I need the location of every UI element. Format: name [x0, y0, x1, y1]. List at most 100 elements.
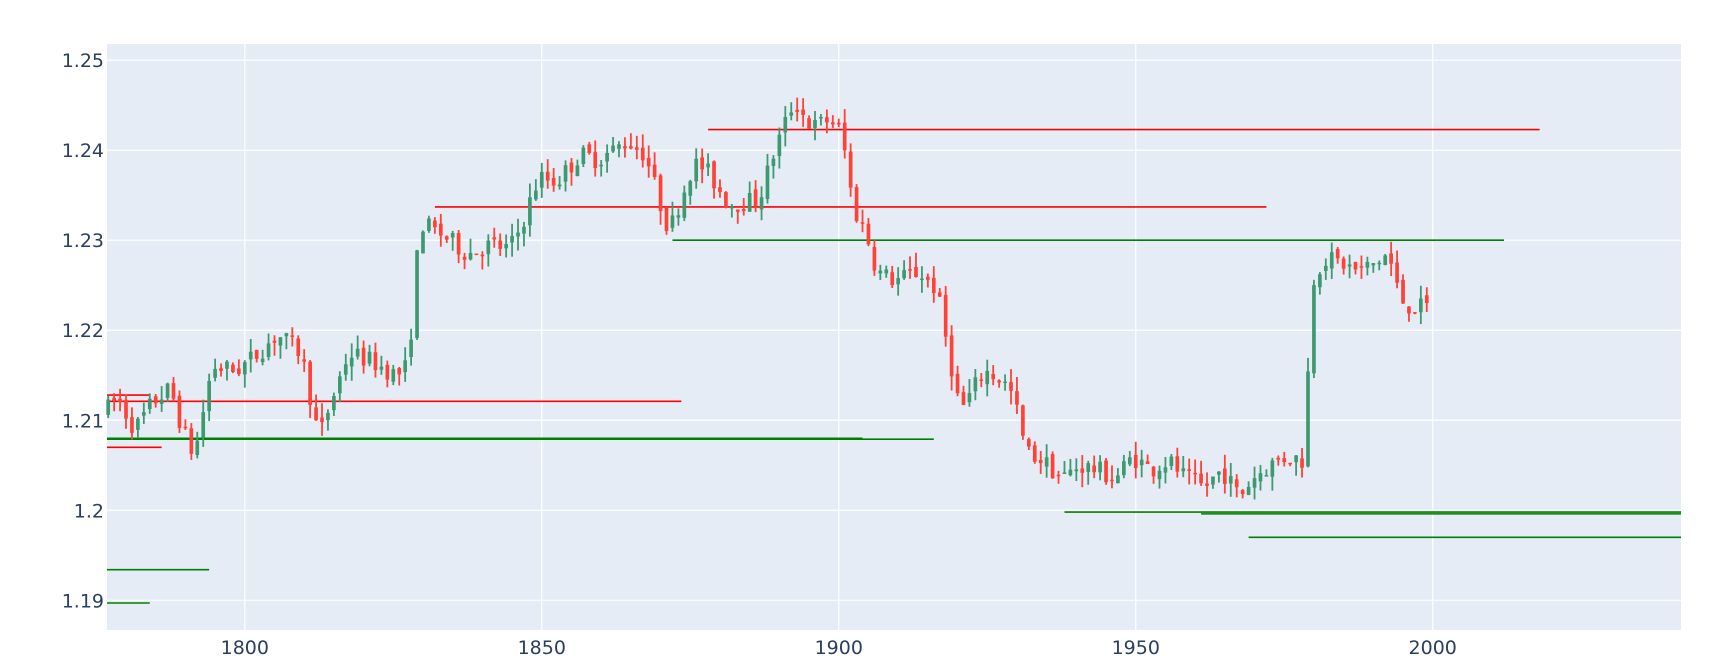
candle-body — [1347, 264, 1352, 267]
candle — [533, 179, 538, 201]
candle-body — [498, 240, 503, 249]
candle-body — [195, 440, 200, 456]
candle — [813, 111, 817, 141]
candle — [498, 233, 503, 256]
x-axis: 1800 1850 1900 1950 2000 — [221, 637, 1457, 659]
candle — [730, 203, 734, 218]
candle-body — [516, 232, 520, 237]
candle — [337, 371, 342, 403]
candle-body — [581, 147, 586, 164]
candle-body — [1205, 483, 1209, 486]
candle-body — [207, 380, 212, 412]
candle-body — [266, 343, 271, 357]
candle — [724, 191, 728, 209]
candle-body — [480, 254, 485, 257]
candle-body — [801, 109, 805, 115]
y-tick-label: 1.24 — [62, 140, 104, 162]
candle — [504, 234, 508, 258]
candle — [165, 382, 170, 402]
candle-body — [1151, 466, 1156, 477]
candle — [961, 385, 966, 406]
candle — [1306, 357, 1310, 468]
candle — [1104, 458, 1108, 485]
candle — [1068, 458, 1073, 477]
candle-body — [1353, 261, 1358, 270]
candle — [914, 252, 918, 278]
candle-body — [159, 399, 164, 404]
candle-body — [1026, 439, 1031, 447]
candle-body — [813, 120, 817, 128]
candle — [1246, 481, 1251, 496]
candle-body — [1145, 461, 1150, 465]
candle — [706, 153, 710, 177]
candle-body — [854, 187, 859, 222]
candle-body — [450, 233, 455, 238]
candle-body — [522, 226, 526, 234]
candle-body — [842, 122, 847, 151]
candle-body — [153, 396, 158, 404]
candle — [670, 201, 675, 232]
candle — [747, 181, 752, 212]
candle-body — [949, 335, 954, 377]
candle-body — [1228, 476, 1233, 484]
candle — [1199, 460, 1203, 486]
candle-body — [248, 351, 253, 360]
candle — [355, 335, 360, 360]
candle-body — [593, 152, 598, 169]
candle — [926, 273, 930, 288]
candle — [1044, 444, 1049, 478]
candle-body — [872, 246, 877, 271]
candle — [1021, 404, 1025, 440]
candle — [118, 388, 122, 412]
candle — [836, 118, 841, 128]
candle-body — [670, 215, 675, 228]
candle-body — [510, 235, 514, 243]
candle-body — [1217, 471, 1221, 475]
candle-body — [1306, 371, 1310, 467]
candle — [421, 230, 425, 254]
candle — [1056, 470, 1061, 484]
candle-body — [1187, 469, 1192, 471]
candle — [1335, 246, 1340, 264]
candle-body — [427, 218, 431, 231]
candle — [450, 230, 455, 251]
candle-body — [795, 109, 800, 112]
x-tick-label: 1900 — [815, 637, 863, 659]
candle — [1347, 254, 1352, 279]
candle — [759, 186, 764, 221]
candle — [385, 360, 390, 388]
candle-body — [136, 418, 140, 430]
candle — [433, 217, 437, 234]
candle-body — [1335, 249, 1340, 259]
candle-body — [961, 392, 966, 405]
candle-body — [1021, 405, 1025, 436]
candle — [801, 98, 805, 127]
candle — [712, 160, 716, 199]
candle-body — [1377, 262, 1382, 265]
candle-body — [165, 383, 170, 398]
candle — [1032, 441, 1037, 464]
candle — [266, 333, 271, 361]
candle — [611, 136, 615, 153]
candle-body — [676, 215, 681, 218]
candle-body — [652, 164, 657, 178]
candle-body — [741, 209, 746, 211]
candle-body — [623, 146, 627, 149]
candle-body — [183, 426, 188, 429]
candle-body — [890, 272, 895, 286]
candle — [391, 364, 396, 386]
candle-body — [492, 237, 497, 240]
candle — [510, 223, 514, 257]
candle-body — [1270, 460, 1275, 477]
candle-body — [866, 223, 871, 245]
candle-body — [272, 340, 277, 343]
candle — [219, 363, 223, 377]
candle — [658, 173, 663, 225]
candle — [896, 267, 900, 296]
candle — [308, 360, 312, 418]
candle — [1401, 274, 1405, 304]
candle — [1175, 447, 1180, 478]
candle-body — [397, 368, 402, 375]
candle-body — [1133, 454, 1138, 469]
candle-body — [724, 192, 728, 208]
